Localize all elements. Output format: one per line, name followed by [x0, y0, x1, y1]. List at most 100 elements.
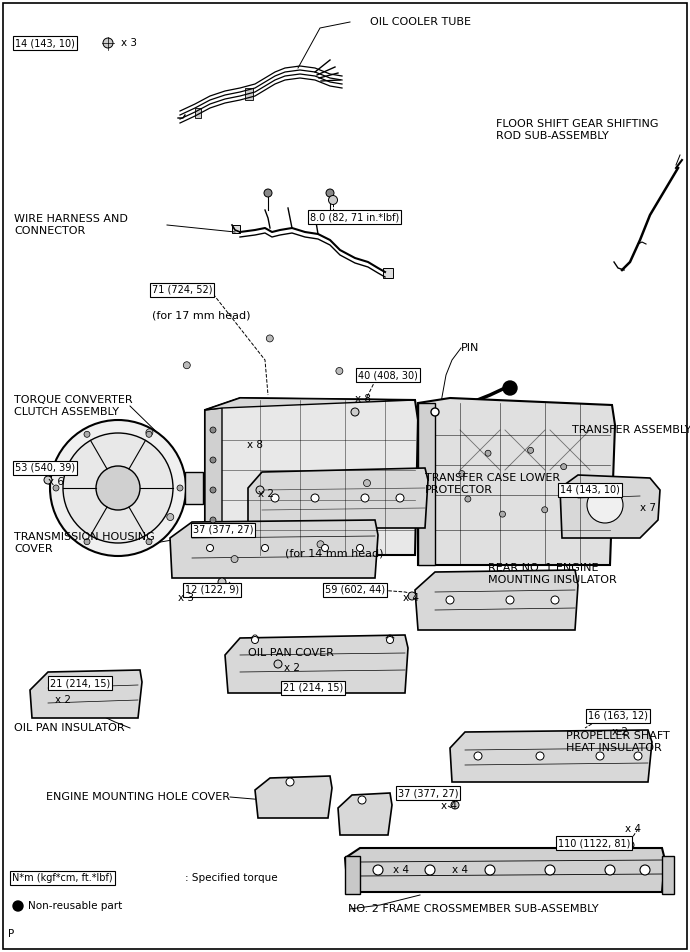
Text: x 8: x 8 [247, 440, 263, 450]
Circle shape [210, 457, 216, 463]
Text: x 7: x 7 [640, 503, 656, 513]
Polygon shape [205, 398, 415, 410]
Text: x 2: x 2 [55, 695, 71, 705]
Text: 53 (540, 39): 53 (540, 39) [15, 463, 75, 473]
Circle shape [146, 428, 153, 436]
Text: 21 (214, 15): 21 (214, 15) [50, 678, 110, 688]
Text: PIN: PIN [461, 343, 480, 353]
Circle shape [103, 38, 113, 48]
Text: ENGINE MOUNTING HOLE COVER: ENGINE MOUNTING HOLE COVER [46, 792, 230, 802]
Text: x 3: x 3 [178, 593, 194, 603]
Circle shape [357, 545, 364, 551]
Text: x 4: x 4 [441, 801, 457, 811]
Circle shape [465, 496, 471, 502]
Polygon shape [338, 793, 392, 835]
Circle shape [264, 189, 272, 197]
Polygon shape [255, 776, 332, 818]
Circle shape [274, 660, 282, 668]
Polygon shape [415, 570, 578, 630]
Circle shape [431, 408, 439, 416]
Polygon shape [345, 848, 665, 892]
Text: 14 (143, 10): 14 (143, 10) [15, 38, 75, 48]
Text: x 2: x 2 [612, 727, 628, 737]
Circle shape [206, 545, 213, 551]
Circle shape [53, 485, 59, 491]
Text: (for 14 mm head): (for 14 mm head) [285, 548, 384, 558]
Circle shape [286, 778, 294, 786]
Text: 21 (214, 15): 21 (214, 15) [283, 683, 343, 693]
Circle shape [251, 637, 259, 644]
Text: (for 17 mm head): (for 17 mm head) [152, 310, 250, 320]
Text: x 2: x 2 [284, 663, 300, 673]
Bar [383, 268, 393, 278]
Circle shape [336, 367, 343, 374]
Circle shape [605, 865, 615, 875]
Circle shape [311, 494, 319, 502]
Circle shape [231, 556, 238, 563]
Text: REAR NO. 1 ENGINE
MOUNTING INSULATOR: REAR NO. 1 ENGINE MOUNTING INSULATOR [488, 563, 617, 585]
Circle shape [459, 470, 465, 477]
Polygon shape [450, 730, 652, 782]
Polygon shape [248, 468, 428, 528]
Circle shape [566, 486, 572, 491]
Text: 71 (724, 52): 71 (724, 52) [152, 285, 213, 295]
Text: NO. 2 FRAME CROSSMEMBER SUB-ASSEMBLY: NO. 2 FRAME CROSSMEMBER SUB-ASSEMBLY [348, 904, 599, 914]
Circle shape [561, 464, 566, 469]
Circle shape [358, 796, 366, 804]
Text: OIL PAN COVER: OIL PAN COVER [248, 648, 334, 658]
Circle shape [596, 752, 604, 760]
Circle shape [256, 486, 264, 494]
Circle shape [63, 433, 173, 543]
Circle shape [545, 865, 555, 875]
Polygon shape [170, 520, 378, 578]
Bar [245, 88, 253, 100]
Text: TRANSFER CASE LOWER
PROTECTOR: TRANSFER CASE LOWER PROTECTOR [425, 473, 560, 495]
Text: 59 (602, 44): 59 (602, 44) [325, 585, 385, 595]
Circle shape [96, 466, 140, 510]
Circle shape [146, 431, 152, 437]
Circle shape [446, 596, 454, 604]
Circle shape [177, 485, 183, 491]
Text: TRANSFER ASSEMBLY: TRANSFER ASSEMBLY [572, 425, 690, 435]
Text: x 4: x 4 [452, 865, 468, 875]
Text: x 8: x 8 [355, 394, 371, 404]
Text: P: P [8, 929, 14, 939]
Bar [232, 225, 240, 233]
Text: x 3: x 3 [121, 38, 137, 48]
Circle shape [528, 447, 533, 453]
Circle shape [361, 494, 369, 502]
Text: : Specified torque: : Specified torque [185, 873, 277, 883]
Circle shape [634, 752, 642, 760]
Circle shape [210, 427, 216, 433]
Circle shape [373, 865, 383, 875]
Circle shape [328, 195, 337, 205]
Polygon shape [560, 475, 660, 538]
Text: 16 (163, 12): 16 (163, 12) [588, 711, 648, 721]
Circle shape [13, 901, 23, 911]
Circle shape [536, 752, 544, 760]
Circle shape [551, 596, 559, 604]
Circle shape [626, 841, 634, 849]
Circle shape [44, 476, 52, 484]
Text: 14 (143, 10): 14 (143, 10) [560, 485, 620, 495]
Text: FLOOR SHIFT GEAR SHIFTING
ROD SUB-ASSEMBLY: FLOOR SHIFT GEAR SHIFTING ROD SUB-ASSEMB… [496, 119, 658, 141]
Text: TRANSMISSION HOUSING
COVER: TRANSMISSION HOUSING COVER [14, 532, 155, 554]
Circle shape [587, 487, 623, 523]
Text: 110 (1122, 81): 110 (1122, 81) [558, 838, 631, 848]
Text: N*m (kgf*cm, ft.*lbf): N*m (kgf*cm, ft.*lbf) [12, 873, 112, 883]
Circle shape [262, 545, 268, 551]
Bar [185, 472, 203, 504]
Text: x 4: x 4 [403, 593, 419, 603]
Text: x 4: x 4 [393, 865, 409, 875]
Polygon shape [418, 398, 615, 565]
Circle shape [167, 513, 174, 521]
Circle shape [425, 865, 435, 875]
Circle shape [474, 752, 482, 760]
Polygon shape [418, 403, 435, 565]
Circle shape [351, 408, 359, 416]
Text: 37 (377, 27): 37 (377, 27) [193, 525, 253, 535]
Circle shape [326, 189, 334, 197]
Circle shape [210, 487, 216, 493]
Text: 40 (408, 30): 40 (408, 30) [358, 370, 418, 380]
Circle shape [322, 545, 328, 551]
